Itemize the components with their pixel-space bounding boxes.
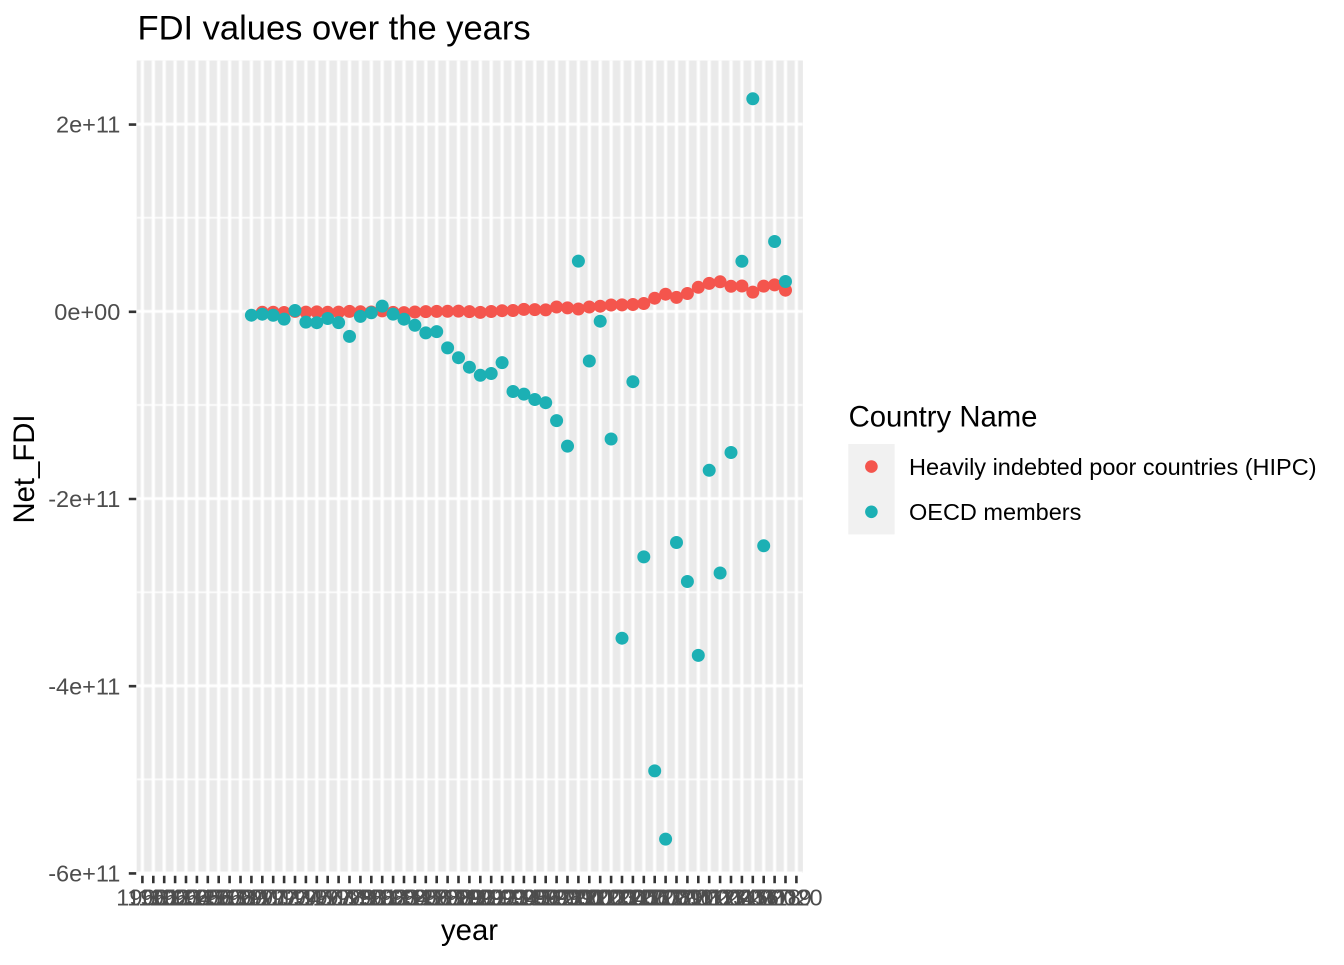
svg-text:-2e+11: -2e+11: [48, 486, 120, 512]
svg-text:-6e+11: -6e+11: [48, 861, 120, 887]
svg-text:1999: 1999: [541, 885, 593, 911]
svg-text:1983: 1983: [367, 885, 419, 911]
svg-text:2e+11: 2e+11: [56, 112, 120, 138]
svg-text:1970: 1970: [225, 885, 277, 911]
svg-text:2018: 2018: [748, 885, 800, 911]
svg-text:2011: 2011: [673, 885, 724, 911]
svg-text:1974: 1974: [269, 885, 321, 911]
svg-text:1969: 1969: [214, 885, 266, 911]
svg-text:1964: 1964: [160, 885, 212, 911]
svg-text:1975: 1975: [280, 885, 332, 911]
svg-text:1980: 1980: [334, 885, 386, 911]
svg-text:1978: 1978: [312, 885, 364, 911]
svg-text:1963: 1963: [149, 885, 201, 911]
svg-text:2004: 2004: [596, 885, 648, 911]
svg-text:1982: 1982: [356, 885, 408, 911]
svg-text:1995: 1995: [498, 885, 550, 911]
svg-text:1962: 1962: [138, 885, 190, 911]
svg-text:1987: 1987: [411, 885, 463, 911]
svg-text:1988: 1988: [421, 885, 473, 911]
svg-text:2015: 2015: [716, 885, 768, 911]
svg-text:1960: 1960: [116, 885, 168, 911]
svg-text:1986: 1986: [400, 885, 452, 911]
svg-text:1977: 1977: [302, 885, 354, 911]
svg-text:2013: 2013: [694, 885, 746, 911]
svg-text:1993: 1993: [476, 885, 528, 911]
svg-text:2008: 2008: [639, 885, 691, 911]
svg-text:1965: 1965: [171, 885, 223, 911]
svg-text:0e+00: 0e+00: [54, 299, 120, 325]
svg-text:1961: 1961: [127, 885, 179, 911]
svg-text:2020: 2020: [770, 885, 822, 911]
svg-text:1985: 1985: [389, 885, 441, 911]
svg-text:Heavily indebted poor countrie: Heavily indebted poor countries (HIPC): [909, 454, 1317, 480]
svg-text:1972: 1972: [247, 885, 299, 911]
svg-text:2000: 2000: [552, 885, 604, 911]
svg-text:1989: 1989: [432, 885, 484, 911]
svg-text:2006: 2006: [618, 885, 670, 911]
svg-text:2014: 2014: [705, 885, 757, 911]
svg-text:OECD members: OECD members: [909, 499, 1081, 525]
svg-text:1968: 1968: [203, 885, 255, 911]
svg-text:2009: 2009: [650, 885, 702, 911]
svg-text:1981: 1981: [345, 885, 397, 911]
svg-text:2012: 2012: [683, 885, 735, 911]
svg-text:2002: 2002: [574, 885, 626, 911]
svg-text:1971: 1971: [236, 885, 288, 911]
svg-text:2016: 2016: [727, 885, 779, 911]
svg-text:1973: 1973: [258, 885, 310, 911]
svg-text:1967: 1967: [193, 885, 245, 911]
svg-text:1966: 1966: [182, 885, 234, 911]
svg-text:2019: 2019: [759, 885, 811, 911]
svg-text:2001: 2001: [563, 885, 615, 911]
svg-text:year: year: [441, 914, 498, 947]
svg-text:1992: 1992: [465, 885, 517, 911]
svg-text:1990: 1990: [443, 885, 495, 911]
svg-text:Country Name: Country Name: [849, 401, 1038, 434]
svg-text:FDI values over the years: FDI values over the years: [138, 10, 531, 48]
svg-text:1991: 1991: [454, 885, 506, 911]
svg-text:2005: 2005: [607, 885, 659, 911]
svg-text:1997: 1997: [520, 885, 572, 911]
svg-text:-4e+11: -4e+11: [48, 673, 120, 699]
svg-text:2007: 2007: [629, 885, 681, 911]
svg-text:1996: 1996: [509, 885, 561, 911]
svg-text:1984: 1984: [378, 885, 430, 911]
svg-text:2003: 2003: [585, 885, 637, 911]
svg-text:Net_FDI: Net_FDI: [8, 414, 41, 523]
svg-text:1998: 1998: [530, 885, 582, 911]
svg-text:1976: 1976: [291, 885, 343, 911]
svg-text:1979: 1979: [323, 885, 375, 911]
svg-text:2017: 2017: [738, 885, 790, 911]
svg-text:2010: 2010: [661, 885, 713, 911]
svg-text:1994: 1994: [487, 885, 539, 911]
